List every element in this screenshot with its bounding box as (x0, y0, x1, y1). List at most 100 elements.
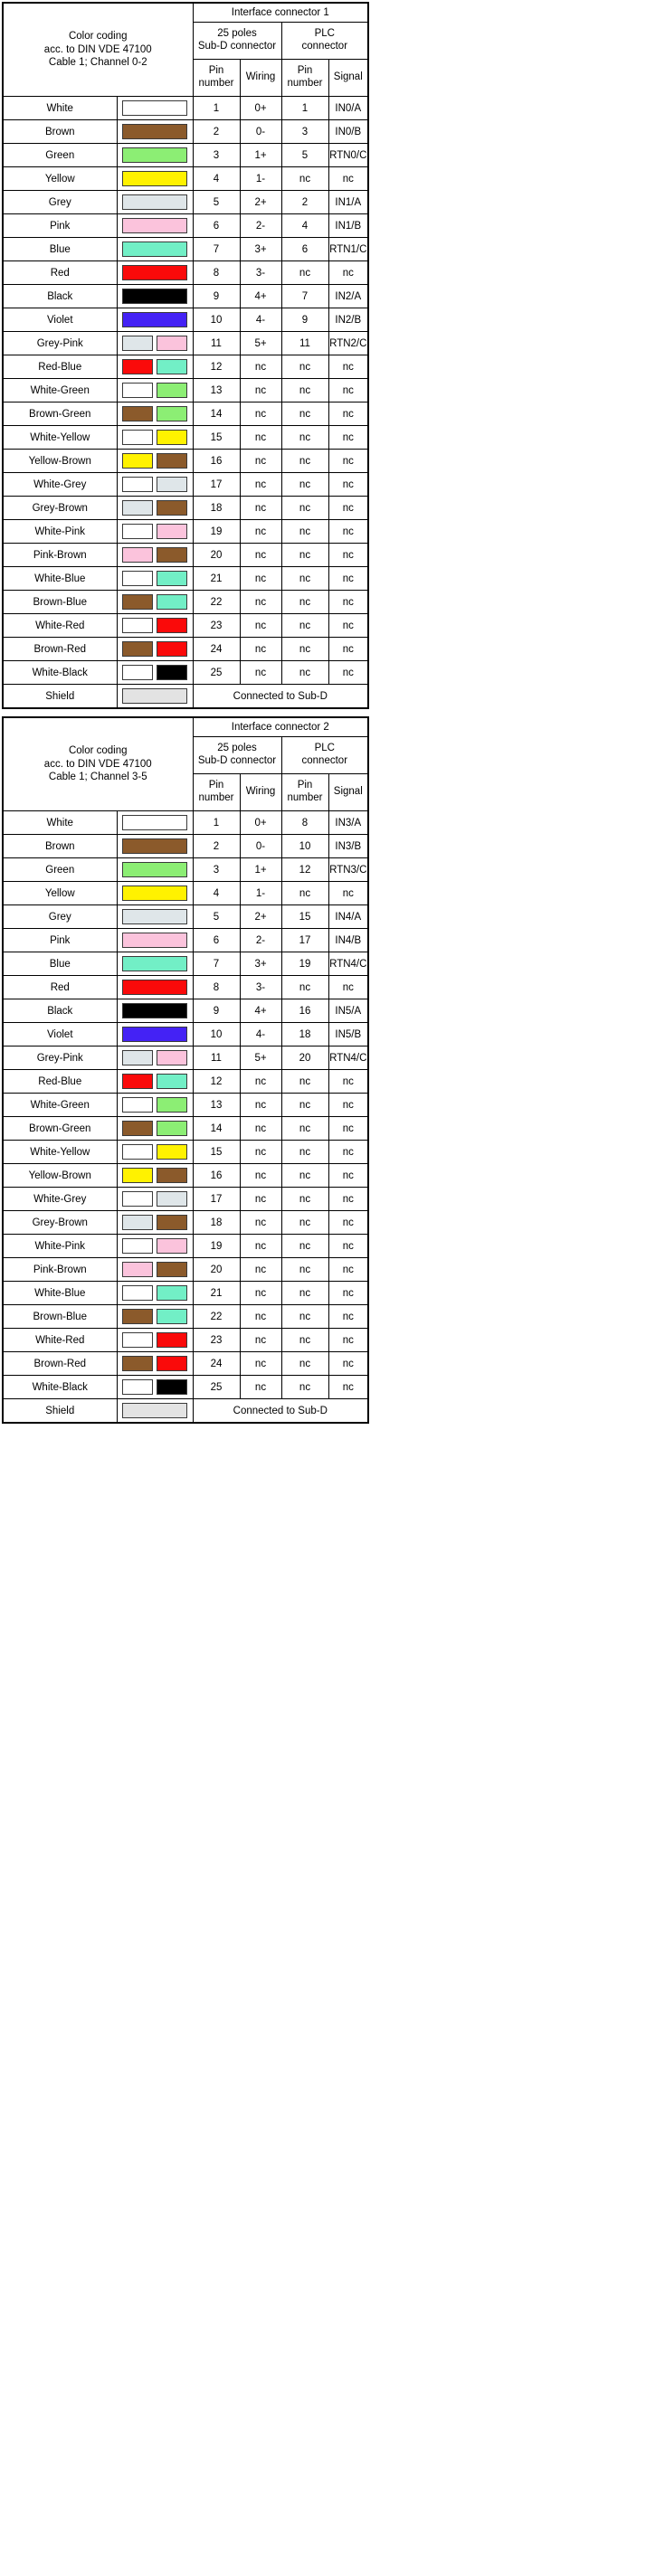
table-row: White-Red 23 nc nc nc (2, 613, 369, 638)
shield-color-swatch (122, 1403, 187, 1418)
swatch-group (118, 147, 193, 164)
subd-pin-number: 17 (192, 1187, 241, 1211)
wire-color-name: White-Black (2, 660, 118, 685)
table-title-line-2: acc. to DIN VDE 47100 (43, 758, 152, 770)
shield-label: Shield (2, 1398, 118, 1424)
wire-color-swatch-cell (116, 496, 194, 520)
wire-color-name: White-Red (2, 613, 118, 638)
swatch-group (118, 358, 193, 375)
table-row: Grey-Brown 18 nc nc nc (2, 1210, 369, 1235)
subd-pin-line-2: number (198, 78, 234, 89)
subd-line-2: Sub-D connector (197, 41, 277, 52)
wire-color-swatch-cell (116, 166, 194, 191)
table-row: White-Grey 17 nc nc nc (2, 1187, 369, 1211)
color-swatch-2 (157, 1097, 187, 1113)
wire-color-name: Brown (2, 834, 118, 858)
color-swatch-1 (122, 1027, 187, 1042)
subd-pin-number: 10 (192, 308, 241, 332)
subd-pin-number: 19 (192, 519, 241, 544)
wire-color-swatch-cell (116, 566, 194, 591)
signal-name: nc (328, 496, 369, 520)
color-swatch-1 (122, 1215, 153, 1230)
wiring-code: nc (239, 637, 282, 661)
signal-name: IN5/B (328, 1022, 369, 1046)
column-header-subd-pin-number: Pin number (192, 59, 241, 97)
plc-line-1: PLC (314, 743, 335, 754)
subd-pin-number: 1 (192, 96, 241, 120)
signal-name: nc (328, 1140, 369, 1164)
plc-pin-number: 12 (280, 857, 329, 882)
signal-name: nc (328, 1304, 369, 1329)
wiring-code: nc (239, 1116, 282, 1141)
subd-pin-number: 11 (192, 1046, 241, 1070)
color-swatch-1 (122, 1285, 153, 1301)
subd-pin-number: 9 (192, 999, 241, 1023)
signal-name: nc (328, 1328, 369, 1352)
subd-pin-number: 3 (192, 857, 241, 882)
color-swatch-2 (157, 1309, 187, 1324)
wiring-code: 1- (239, 166, 282, 191)
swatch-group (118, 979, 193, 996)
table-row: Brown-Red 24 nc nc nc (2, 1351, 369, 1376)
wire-color-name: Red-Blue (2, 355, 118, 379)
subd-pin-number: 1 (192, 810, 241, 835)
swatch-group (118, 593, 193, 611)
subd-pin-number: 14 (192, 402, 241, 426)
wiring-code: 5+ (239, 1046, 282, 1070)
signal-name: IN3/A (328, 810, 369, 835)
header-row-groups: 25 poles Sub-D connector PLC connector (3, 22, 369, 60)
wiring-code: 2+ (239, 190, 282, 214)
swatch-group (118, 1026, 193, 1043)
signal-name: nc (328, 472, 369, 497)
table-row: White-Black 25 nc nc nc (2, 1375, 369, 1399)
table-row: Brown-Green 14 nc nc nc (2, 1116, 369, 1141)
wiring-code: 0- (239, 834, 282, 858)
subd-pin-number: 12 (192, 355, 241, 379)
shield-connection-note: Connected to Sub-D (192, 1398, 369, 1424)
color-swatch-1 (122, 218, 187, 233)
plc-pin-number: nc (280, 166, 329, 191)
subd-pin-number: 23 (192, 1328, 241, 1352)
swatch-group (118, 476, 193, 493)
wire-color-name: Pink (2, 928, 118, 952)
plc-pin-number: nc (280, 519, 329, 544)
swatch-group (118, 170, 193, 187)
color-swatch-1 (122, 618, 153, 633)
wire-color-name: Brown-Blue (2, 590, 118, 614)
color-swatch-2 (157, 406, 187, 421)
signal-name: RTN1/C (328, 237, 369, 261)
table-row: Brown-Blue 22 nc nc nc (2, 590, 369, 614)
table-row: Yellow-Brown 16 nc nc nc (2, 449, 369, 473)
signal-name: IN4/B (328, 928, 369, 952)
interface-connector-header: Interface connector 1 (192, 2, 369, 23)
wire-color-swatch-cell (116, 425, 194, 450)
swatch-group (118, 1331, 193, 1349)
table-row: Blue 7 3+ 19 RTN4/C (2, 952, 369, 976)
wire-color-swatch-cell (116, 96, 194, 120)
plc-pin-number: 17 (280, 928, 329, 952)
wiring-code: nc (239, 1351, 282, 1376)
plc-pin-number: nc (280, 1304, 329, 1329)
color-swatch-1 (122, 594, 153, 610)
wire-color-swatch-cell (116, 143, 194, 167)
wire-color-swatch-cell (116, 519, 194, 544)
wiring-code: nc (239, 1210, 282, 1235)
swatch-group (118, 885, 193, 902)
subd-pin-number: 18 (192, 496, 241, 520)
wire-color-name: White-Yellow (2, 425, 118, 450)
plc-pin-number: nc (280, 449, 329, 473)
shield-swatch-group (118, 687, 193, 705)
signal-name: nc (328, 1093, 369, 1117)
wire-color-name: White (2, 96, 118, 120)
plc-pin-number: nc (280, 1234, 329, 1258)
table-row: Grey-Brown 18 nc nc nc (2, 496, 369, 520)
subd-pin-number: 5 (192, 904, 241, 929)
color-swatch-1 (122, 665, 153, 680)
color-swatch-2 (157, 383, 187, 398)
wire-color-name: White-Red (2, 1328, 118, 1352)
color-swatch-1 (122, 980, 187, 995)
wiring-code: nc (239, 1257, 282, 1282)
wire-color-swatch-cell (116, 449, 194, 473)
color-swatch-1 (122, 524, 153, 539)
signal-name: RTN2/C (328, 331, 369, 355)
